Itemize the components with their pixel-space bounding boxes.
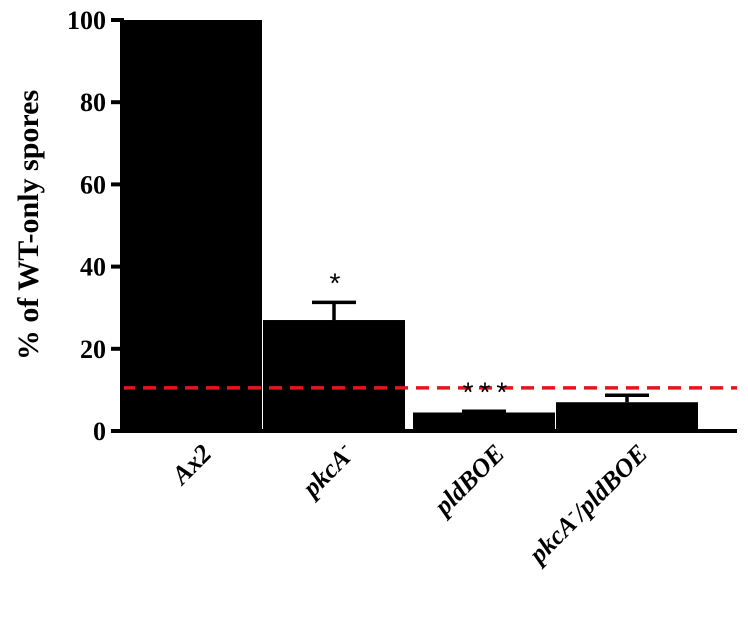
y-tick-label-0: 0 — [93, 417, 106, 446]
x-tick-label-pkca: pkcA- — [293, 437, 360, 504]
significance-pldboe: *** — [463, 376, 514, 407]
y-tick-label-80: 80 — [80, 88, 106, 117]
x-tick-label-pldboe: pldBOE — [427, 439, 510, 522]
significance-layer: **** — [330, 267, 514, 407]
bar-ax2 — [120, 20, 262, 431]
y-ticks-layer: 0 20 40 60 80 100 — [67, 6, 122, 446]
bar-pldboe — [413, 412, 555, 431]
bar-pkca-pldboe — [556, 402, 698, 431]
error-bars-layer — [312, 300, 649, 414]
y-tick-label-60: 60 — [80, 170, 106, 199]
error-bar-pkca-pldboe — [605, 393, 649, 403]
error-bar-pkca — [312, 300, 356, 321]
bars-layer — [120, 20, 698, 431]
x-tick-label-ax2: Ax2 — [165, 439, 218, 492]
error-bar-pldboe — [462, 409, 506, 414]
y-axis-title: % of WT-only spores — [12, 90, 45, 360]
y-tick-label-100: 100 — [67, 6, 106, 35]
x-tick-label-pkca-pldboe: pkcA-/pldBOE — [520, 437, 654, 571]
significance-pkca: * — [330, 267, 347, 298]
y-tick-label-40: 40 — [80, 253, 106, 282]
y-tick-label-20: 20 — [80, 335, 106, 364]
bar-pkca — [263, 320, 405, 431]
axes-layer — [120, 18, 737, 433]
